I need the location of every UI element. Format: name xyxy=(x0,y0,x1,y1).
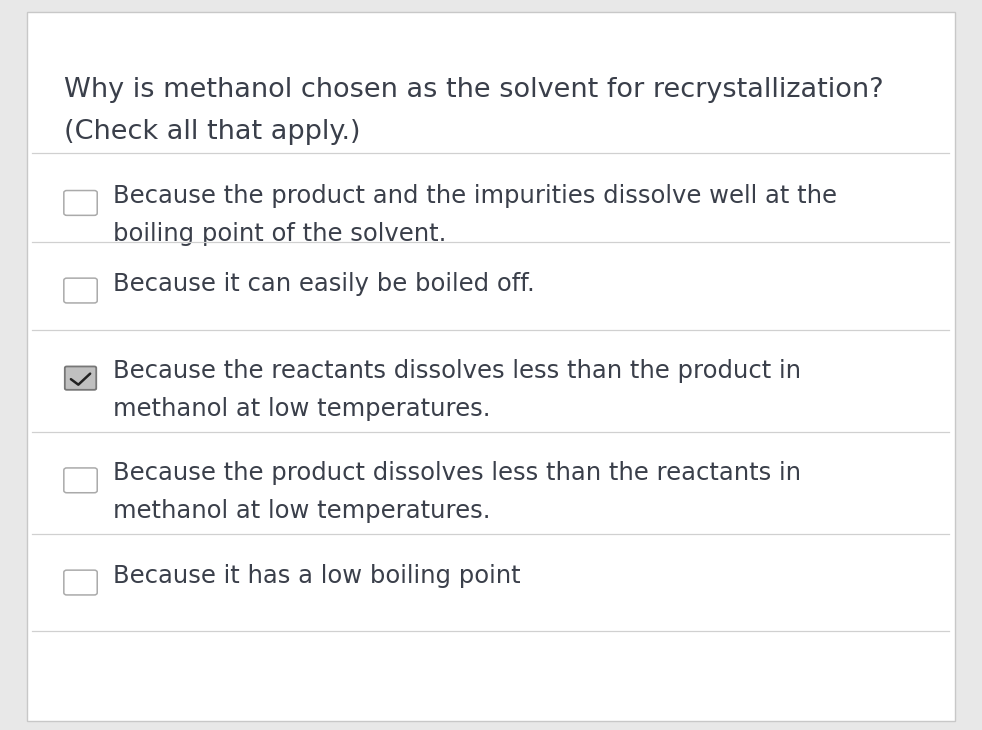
Text: (Check all that apply.): (Check all that apply.) xyxy=(64,119,360,145)
Text: methanol at low temperatures.: methanol at low temperatures. xyxy=(113,397,490,421)
FancyBboxPatch shape xyxy=(65,366,96,390)
Text: Because the reactants dissolves less than the product in: Because the reactants dissolves less tha… xyxy=(113,359,801,383)
FancyBboxPatch shape xyxy=(64,468,97,493)
FancyBboxPatch shape xyxy=(64,570,97,595)
Text: methanol at low temperatures.: methanol at low temperatures. xyxy=(113,499,490,523)
Text: Why is methanol chosen as the solvent for recrystallization?: Why is methanol chosen as the solvent fo… xyxy=(64,77,884,103)
FancyBboxPatch shape xyxy=(64,191,97,215)
Text: Because it can easily be boiled off.: Because it can easily be boiled off. xyxy=(113,272,534,296)
Text: boiling point of the solvent.: boiling point of the solvent. xyxy=(113,222,446,246)
Text: Because the product and the impurities dissolve well at the: Because the product and the impurities d… xyxy=(113,184,837,208)
FancyBboxPatch shape xyxy=(64,278,97,303)
Text: Because it has a low boiling point: Because it has a low boiling point xyxy=(113,564,520,588)
FancyBboxPatch shape xyxy=(27,12,955,721)
Text: Because the product dissolves less than the reactants in: Because the product dissolves less than … xyxy=(113,461,801,485)
